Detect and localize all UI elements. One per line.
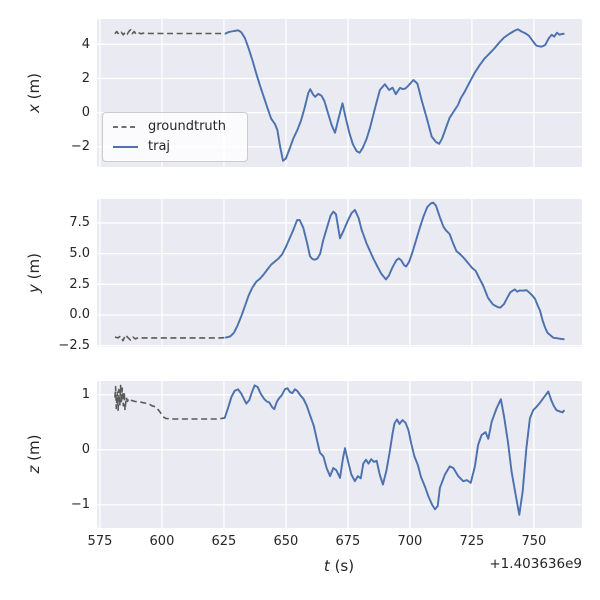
y-axis-tick-label: 2 — [81, 70, 90, 86]
traj-line — [223, 384, 566, 516]
x-axis-tick-label: 600 — [149, 534, 175, 549]
y-axis-tick-label: 2.5 — [69, 276, 90, 292]
legend-entry-traj: traj — [112, 139, 238, 155]
subplot-y-plot — [97, 199, 582, 347]
legend-entry-groundtruth: groundtruth — [112, 119, 238, 135]
x-axis-offset-text: +1.403636e9 — [489, 556, 582, 572]
x-axis-tick-label: 700 — [397, 534, 423, 549]
x-axis-tick-label: 750 — [521, 534, 547, 549]
x-axis-tick-label: 675 — [335, 534, 361, 549]
x-axis-label: t (s) — [323, 557, 355, 575]
y-axis-tick-label: −2 — [70, 139, 90, 155]
y-axis-tick-label: −2.5 — [58, 338, 90, 354]
y-axis-tick-label: 1 — [81, 387, 90, 403]
solid-line-icon — [113, 146, 138, 148]
dashed-line-icon — [113, 126, 138, 128]
y-axis-tick-label: 0.0 — [69, 307, 90, 323]
traj-line — [224, 28, 565, 162]
y-axis-tick-label: 0 — [81, 442, 90, 458]
legend: groundtruth traj — [102, 112, 248, 162]
y-axis-tick-label: −1 — [70, 497, 90, 513]
legend-label: groundtruth — [148, 119, 227, 134]
y-axis-tick-label: 0 — [81, 105, 90, 121]
x-axis-tick-label: 650 — [273, 534, 299, 549]
x-axis-tick-label: 725 — [459, 534, 485, 549]
traj-line — [224, 201, 565, 341]
x-axis-tick-label: 575 — [87, 534, 113, 549]
legend-label: traj — [148, 139, 171, 154]
y-axis-tick-label: 4 — [81, 36, 90, 52]
subplot-z-plot — [97, 381, 582, 528]
y-axis-tick-label: 5.0 — [69, 246, 90, 262]
y-axis-tick-label: 7.5 — [69, 215, 90, 231]
x-axis-tick-label: 625 — [211, 534, 237, 549]
